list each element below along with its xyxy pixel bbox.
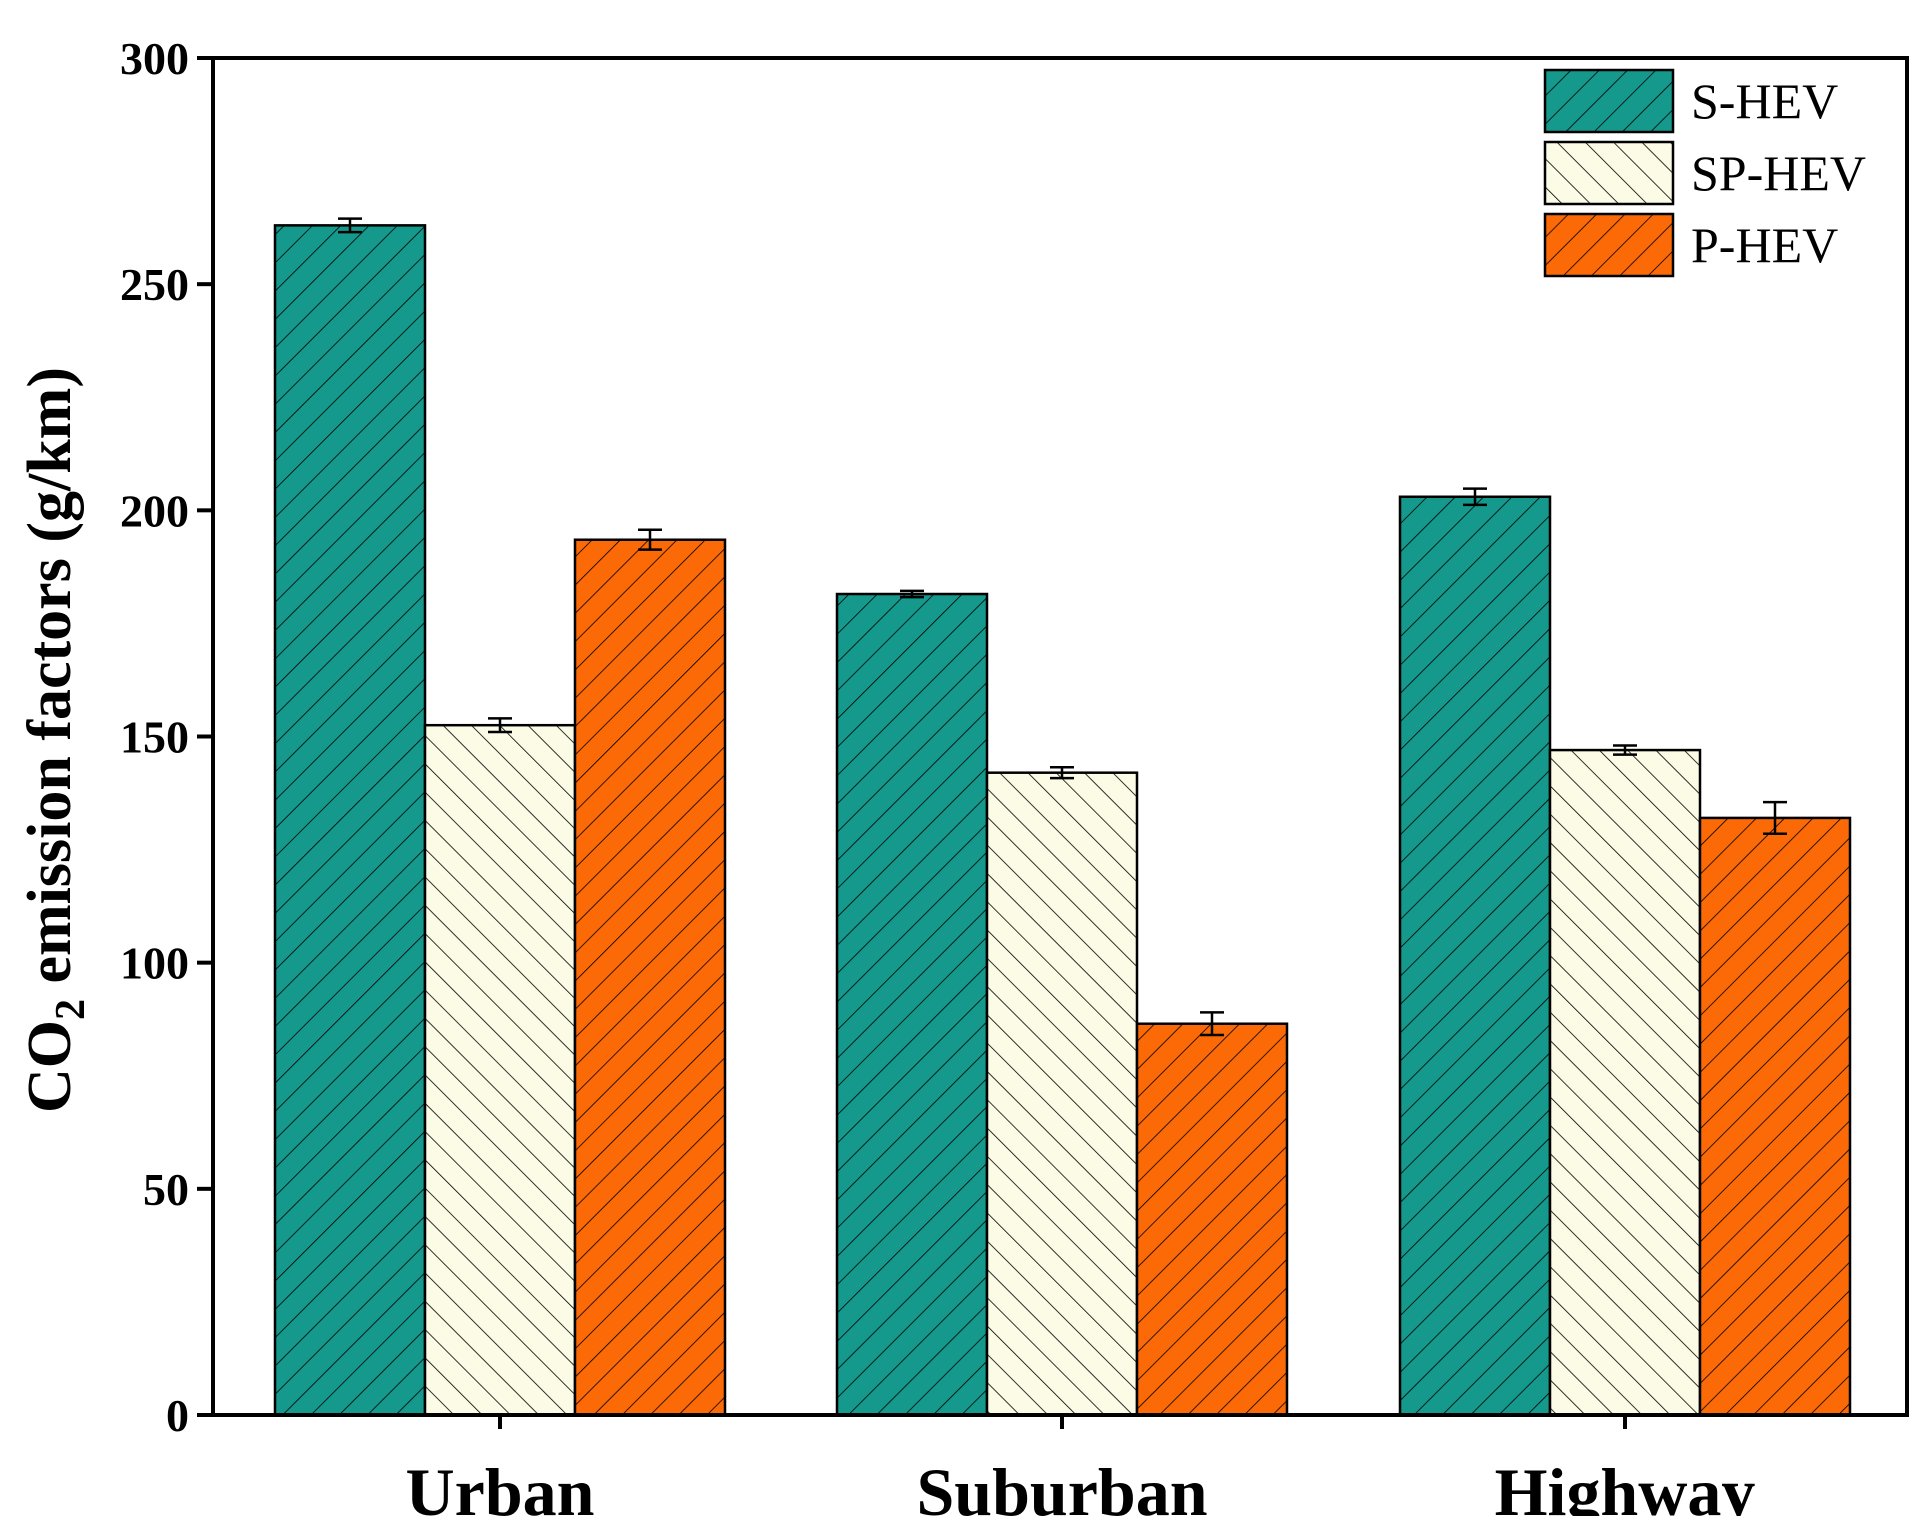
y-tick-label: 250: [120, 259, 189, 310]
y-tick-label: 200: [120, 485, 189, 536]
y-axis-label-suffix: emission factors (g/km): [16, 367, 84, 999]
legend-item-sp-hev: SP-HEV: [1543, 140, 1866, 206]
y-tick-label: 300: [120, 33, 189, 84]
bar-hatch-sp-hev-highway: [1548, 748, 1702, 1417]
y-axis-label-subscript: 2: [48, 999, 94, 1020]
y-axis-label: CO2 emission factors (g/km): [16, 367, 94, 1113]
bar-hatch-sp-hev-urban: [423, 723, 577, 1417]
bar-hatch-p-hev-highway: [1698, 816, 1852, 1417]
bar-hatch-s-hev-suburban: [835, 592, 989, 1417]
legend-item-s-hev: S-HEV: [1543, 68, 1838, 134]
y-tick-label: 150: [120, 712, 189, 763]
x-category-label: Urban: [406, 1454, 595, 1516]
bar-hatch-s-hev-urban: [273, 224, 427, 1417]
bar-hatch-sp-hev-suburban: [985, 771, 1139, 1417]
y-tick-label: 50: [143, 1164, 189, 1215]
x-category-label: Highway: [1495, 1454, 1756, 1516]
legend-label: S-HEV: [1691, 73, 1838, 129]
legend-swatch-hatch: [1543, 212, 1675, 278]
bar-hatch-s-hev-highway: [1398, 495, 1552, 1417]
y-axis-label-prefix: CO: [16, 1020, 84, 1113]
bar-hatch-p-hev-suburban: [1135, 1022, 1289, 1417]
legend-swatch-hatch: [1543, 140, 1675, 206]
x-category-label: Suburban: [916, 1454, 1207, 1516]
bar-hatch-p-hev-urban: [573, 538, 727, 1417]
legend-swatch-hatch: [1543, 68, 1675, 134]
legend-label: P-HEV: [1691, 217, 1838, 273]
y-tick-label: 100: [120, 938, 189, 989]
legend-item-p-hev: P-HEV: [1543, 212, 1838, 278]
legend-label: SP-HEV: [1691, 145, 1866, 201]
y-tick-label: 0: [166, 1390, 189, 1441]
